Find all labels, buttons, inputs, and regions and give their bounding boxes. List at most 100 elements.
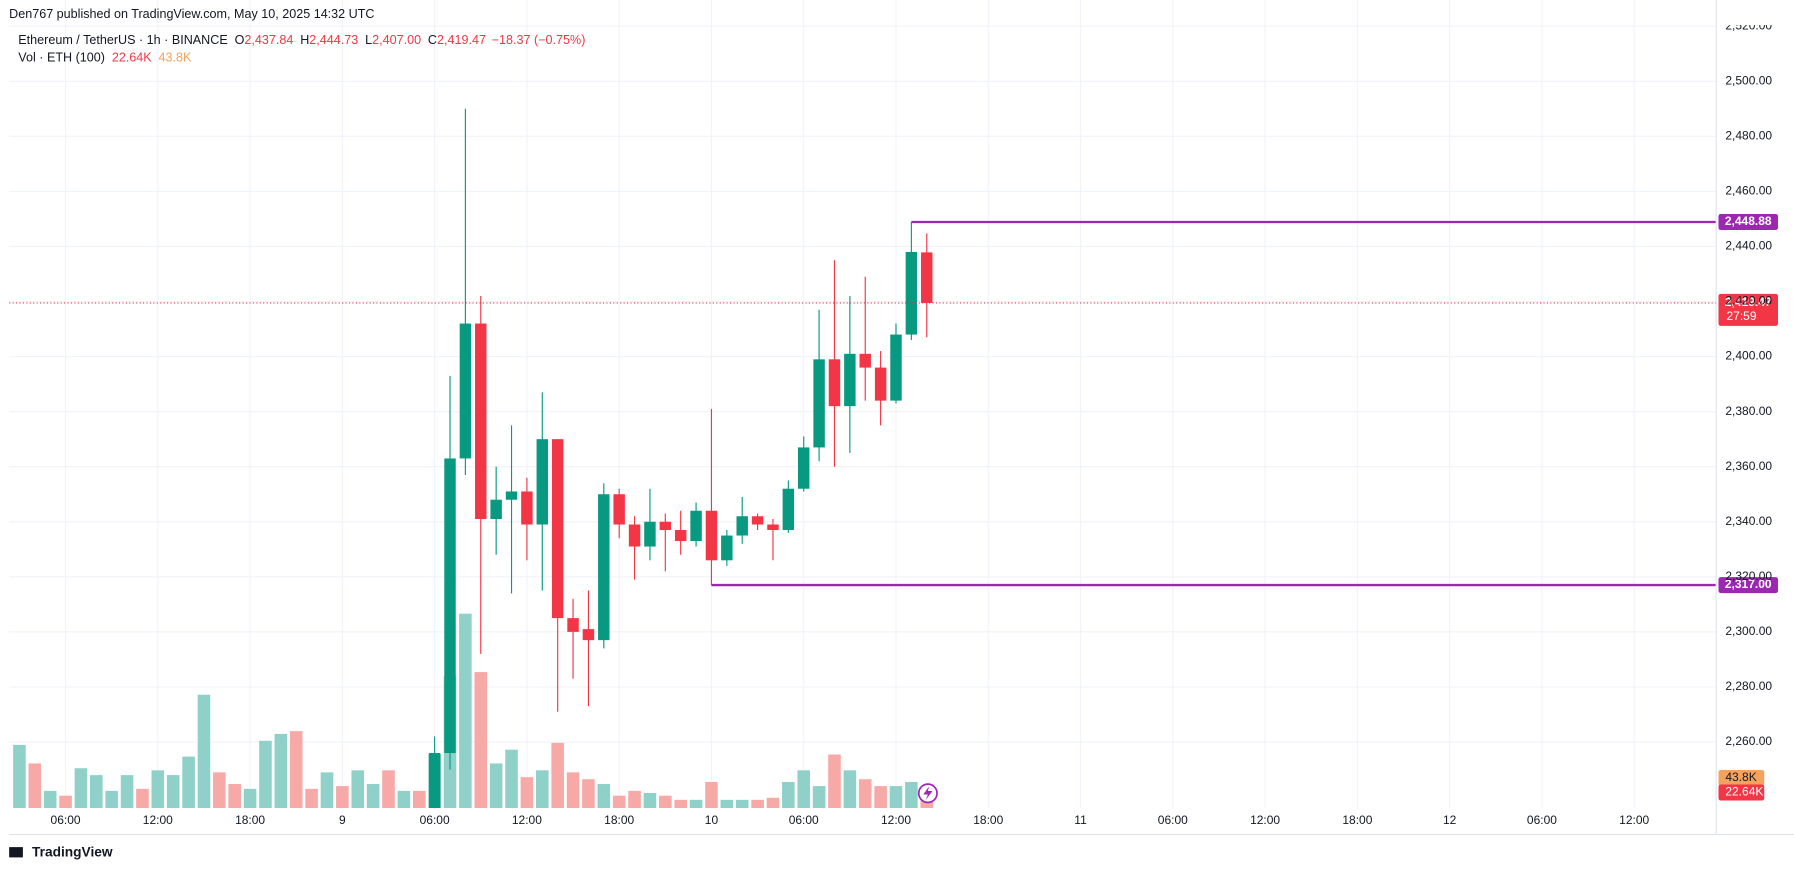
volume-bar (228, 784, 242, 809)
volume-last-label: 22.64K (1725, 785, 1763, 799)
volume-bar (612, 795, 626, 809)
x-tick-label: 06:00 (51, 813, 81, 827)
volume-bar (59, 795, 72, 809)
y-tick-label: 2,480.00 (1725, 129, 1772, 143)
volume-last-badge (1718, 784, 1765, 801)
candle-body (674, 530, 687, 542)
ohlc-value: 2,407.00 (372, 34, 421, 48)
candle-body (751, 516, 764, 525)
y-tick-label: 2,520.00 (1725, 18, 1772, 32)
x-tick-label: 18:00 (973, 813, 1003, 827)
candle-body (905, 251, 918, 335)
ohlc-value: 2,444.73 (309, 34, 358, 48)
last-price-badge (1718, 293, 1778, 326)
y-tick-label: 2,380.00 (1725, 404, 1772, 418)
volume-bar (28, 763, 42, 809)
price-axis: 2,260.00 2,280.00 2,300.00 2,320.00 2,340.00… (1725, 18, 1772, 748)
volume-bar (689, 799, 703, 809)
ohlc-key: C (428, 34, 437, 48)
y-tick-label: 2,260.00 (1725, 734, 1772, 748)
volume-bar (812, 786, 826, 809)
volume-bar (551, 742, 564, 809)
volume-bar (582, 779, 595, 809)
y-tick-label: 2,300.00 (1725, 624, 1772, 638)
x-tick-label: 12 (1443, 813, 1457, 827)
volume-bar (289, 731, 303, 809)
y-tick-label: 2,340.00 (1725, 514, 1772, 528)
y-tick-label: 2,440.00 (1725, 239, 1772, 253)
y-tick-label: 2,400.00 (1725, 349, 1772, 363)
candle-body (459, 323, 472, 459)
candle-body (782, 488, 795, 531)
x-tick-label: 06:00 (1527, 813, 1557, 827)
volume-legend: Vol · ETH (100) 22.64K 43.8K (18, 51, 192, 65)
volume-bar (74, 768, 88, 809)
candle-body (705, 510, 718, 561)
volume-bar (13, 744, 26, 809)
time-axis: 06:00 12:00 18:00 9 06:00 12:00 18:00 10 06:00 12… (51, 813, 1650, 827)
volume-bar (874, 786, 887, 809)
candle-body (490, 499, 502, 520)
volume-bar (182, 756, 195, 809)
volume-bar (459, 613, 472, 809)
volume-bar (351, 770, 365, 809)
candle-body (613, 494, 625, 525)
volume-bar (751, 799, 764, 809)
candle-body (844, 353, 856, 407)
volume-bar (120, 775, 134, 809)
candle-body (582, 629, 595, 641)
volume-bar (782, 781, 795, 809)
volume-bar (259, 740, 272, 809)
x-tick-label: 12:00 (512, 813, 542, 827)
candle-body (813, 359, 825, 448)
candle-body (736, 516, 748, 536)
level-badge (1718, 213, 1778, 231)
change: −18.37 (−0.75%) (492, 34, 586, 48)
volume-bar (305, 788, 318, 809)
candle-body (828, 359, 841, 407)
x-tick-label: 06:00 (789, 813, 819, 827)
symbol: Ethereum / TetherUS · 1h · BINANCE (18, 34, 227, 48)
candle-body (444, 458, 456, 754)
volume-bar (889, 786, 903, 809)
volume-bar (213, 772, 226, 809)
ohlc-value: 2,437.84 (244, 34, 293, 48)
candle-body (536, 439, 549, 525)
y-tick-label: 2,420.00 (1725, 294, 1772, 308)
candle-body (690, 510, 702, 542)
y-tick-label: 2,360.00 (1725, 459, 1772, 473)
volume-bar (136, 788, 149, 809)
price-pane (428, 108, 933, 809)
level-label: 2,448.88 (1725, 214, 1772, 228)
volume-bar (735, 799, 749, 809)
volume-bar (489, 763, 503, 809)
x-tick-label: 18:00 (604, 813, 634, 827)
lightning-glyph (923, 786, 933, 801)
x-tick-label: 12:00 (143, 813, 173, 827)
volume-bar (320, 772, 334, 809)
candle-body (921, 252, 933, 303)
x-tick-label: 06:00 (1158, 813, 1188, 827)
volume-bar (166, 775, 180, 809)
x-tick-label: 18:00 (1342, 813, 1372, 827)
candle-body (567, 618, 579, 632)
volume-bar (43, 790, 57, 809)
brand: TradingView (32, 844, 113, 859)
volume-bar (597, 784, 611, 809)
logo (9, 847, 23, 858)
y-tick-label: 2,500.00 (1725, 73, 1772, 87)
candle-body (644, 521, 656, 547)
y-tick-label: 2,320.00 (1725, 569, 1772, 583)
legend: Ethereum / TetherUS · 1h · BINANCE O2,437… (18, 34, 585, 48)
x-tick-label: 12:00 (881, 813, 911, 827)
level-badge (1718, 577, 1778, 594)
volume-last: 22.64K (112, 51, 152, 65)
candle-body (798, 447, 810, 489)
x-tick-label: 06:00 (420, 813, 450, 827)
volume-bar (90, 775, 103, 809)
x-tick-label: 11 (1074, 813, 1087, 827)
ohlc-key: H (300, 34, 309, 48)
